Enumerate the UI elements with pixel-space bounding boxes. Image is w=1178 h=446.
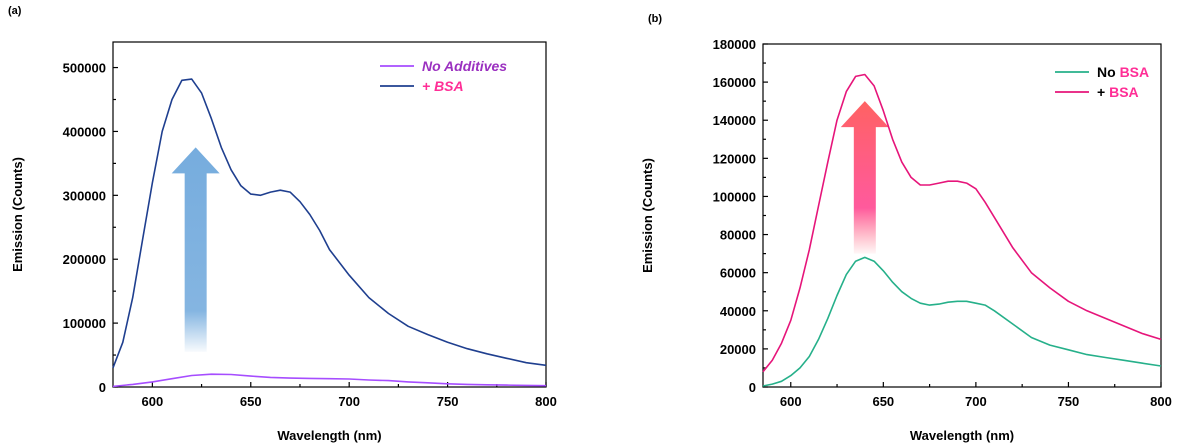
y-tick-label: 20000 bbox=[720, 342, 756, 357]
x-tick-label: 600 bbox=[780, 394, 802, 409]
legend-label: + BSA bbox=[1097, 84, 1139, 100]
y-tick-label: 160000 bbox=[713, 75, 756, 90]
series-line-1 bbox=[762, 73, 1162, 373]
plot-frame bbox=[112, 41, 547, 388]
x-tick-label: 800 bbox=[1150, 394, 1172, 409]
y-tick-label: 400000 bbox=[63, 124, 106, 139]
y-axis-label: Emission (Counts) bbox=[640, 158, 655, 273]
x-tick-label: 700 bbox=[965, 394, 987, 409]
panel-a: (a) 600 650 700 750 800 0 100000 200000 300000 400… bbox=[8, 5, 557, 443]
x-axis-label: Wavelength (nm) bbox=[277, 428, 381, 443]
x-tick-label: 600 bbox=[142, 394, 164, 409]
increase-arrow bbox=[171, 147, 220, 352]
increase-arrow bbox=[840, 101, 889, 254]
y-tick-label: 140000 bbox=[713, 113, 756, 128]
y-tick-label: 40000 bbox=[720, 304, 756, 319]
legend-label: No BSA bbox=[1097, 64, 1149, 80]
y-tick-label: 80000 bbox=[720, 228, 756, 243]
series-line-0 bbox=[762, 256, 1162, 387]
panel-label: (a) bbox=[8, 5, 22, 17]
y-tick-label: 200000 bbox=[63, 252, 106, 267]
y-tick-label: 0 bbox=[749, 380, 756, 395]
legend-label: No Additives bbox=[422, 58, 507, 74]
y-tick-label: 0 bbox=[99, 380, 106, 395]
y-tick-label: 60000 bbox=[720, 266, 756, 281]
y-tick-label: 100000 bbox=[713, 189, 756, 204]
x-tick-label: 650 bbox=[872, 394, 894, 409]
x-tick-label: 650 bbox=[240, 394, 262, 409]
panel-label: (b) bbox=[648, 13, 662, 25]
series-line-1 bbox=[112, 78, 547, 369]
y-axis-label: Emission (Counts) bbox=[10, 157, 25, 272]
x-tick-label: 800 bbox=[535, 394, 557, 409]
y-tick-label: 180000 bbox=[713, 37, 756, 52]
y-tick-label: 500000 bbox=[63, 61, 106, 76]
y-tick-label: 100000 bbox=[63, 316, 106, 331]
x-axis-label: Wavelength (nm) bbox=[910, 428, 1014, 443]
panel-b: (b) 600 650 700 750 800 0 20000 40000 60000 80000 1… bbox=[640, 13, 1172, 443]
x-tick-label: 750 bbox=[1058, 394, 1080, 409]
x-tick-label: 750 bbox=[437, 394, 459, 409]
y-tick-label: 120000 bbox=[713, 151, 756, 166]
series-line-0 bbox=[112, 373, 547, 388]
x-tick-label: 700 bbox=[338, 394, 360, 409]
y-tick-label: 300000 bbox=[63, 188, 106, 203]
legend-label: + BSA bbox=[422, 78, 464, 94]
